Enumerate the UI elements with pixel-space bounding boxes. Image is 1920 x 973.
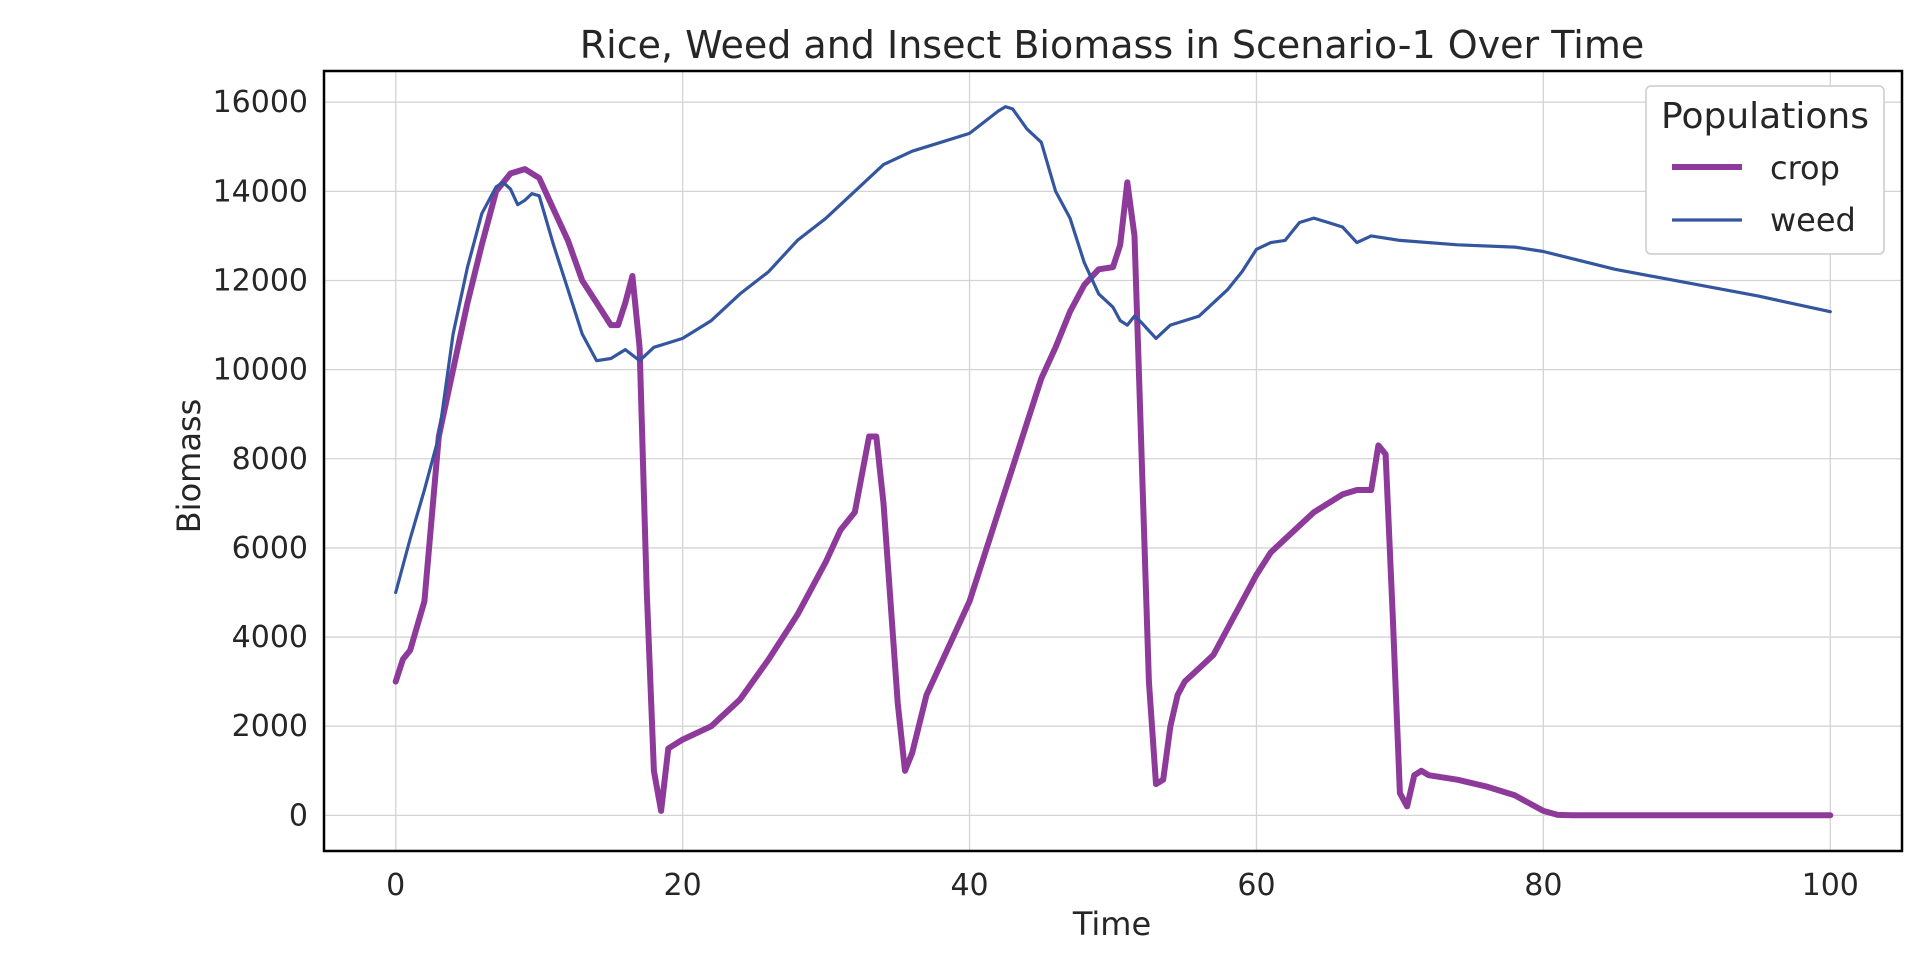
vertical-gridlines (395, 71, 1831, 851)
x-tick-label: 60 (1237, 868, 1275, 903)
y-tick-label: 14000 (213, 174, 308, 209)
series-line-weed (394, 105, 1832, 595)
x-tick-label: 80 (1524, 868, 1562, 903)
x-tick-label: 20 (664, 868, 702, 903)
series-lines (392, 105, 1834, 819)
horizontal-gridlines (324, 101, 1902, 816)
y-tick-label: 10000 (213, 353, 308, 388)
y-tick-label: 4000 (232, 620, 308, 655)
x-tick-label: 40 (950, 868, 988, 903)
y-tick-label: 12000 (213, 263, 308, 298)
y-tick-label: 2000 (232, 709, 308, 744)
legend-label-crop: crop (1770, 149, 1840, 187)
chart-title: Rice, Weed and Insect Biomass in Scenari… (580, 23, 1645, 67)
y-tick-labels: 0 2000 4000 6000 8000 10000 12000 14000 16000 (213, 85, 308, 833)
legend-title: Populations (1661, 96, 1869, 137)
x-tick-label: 0 (386, 868, 405, 903)
x-tick-labels: 0 20 40 60 80 100 (386, 868, 1859, 903)
legend-label-weed: weed (1770, 201, 1856, 239)
legend: Populations crop weed (1645, 85, 1885, 255)
y-tick-label: 6000 (232, 531, 308, 566)
y-tick-label: 8000 (232, 442, 308, 477)
x-axis-label: Time (1072, 905, 1151, 943)
x-tick-label: 100 (1802, 868, 1859, 903)
legend-box (1645, 85, 1885, 255)
plot-frame (322, 69, 1904, 853)
y-axis-label: Biomass (170, 399, 208, 534)
y-tick-label: 0 (289, 798, 308, 833)
series-line-crop (392, 166, 1834, 819)
y-tick-label: 16000 (213, 85, 308, 120)
